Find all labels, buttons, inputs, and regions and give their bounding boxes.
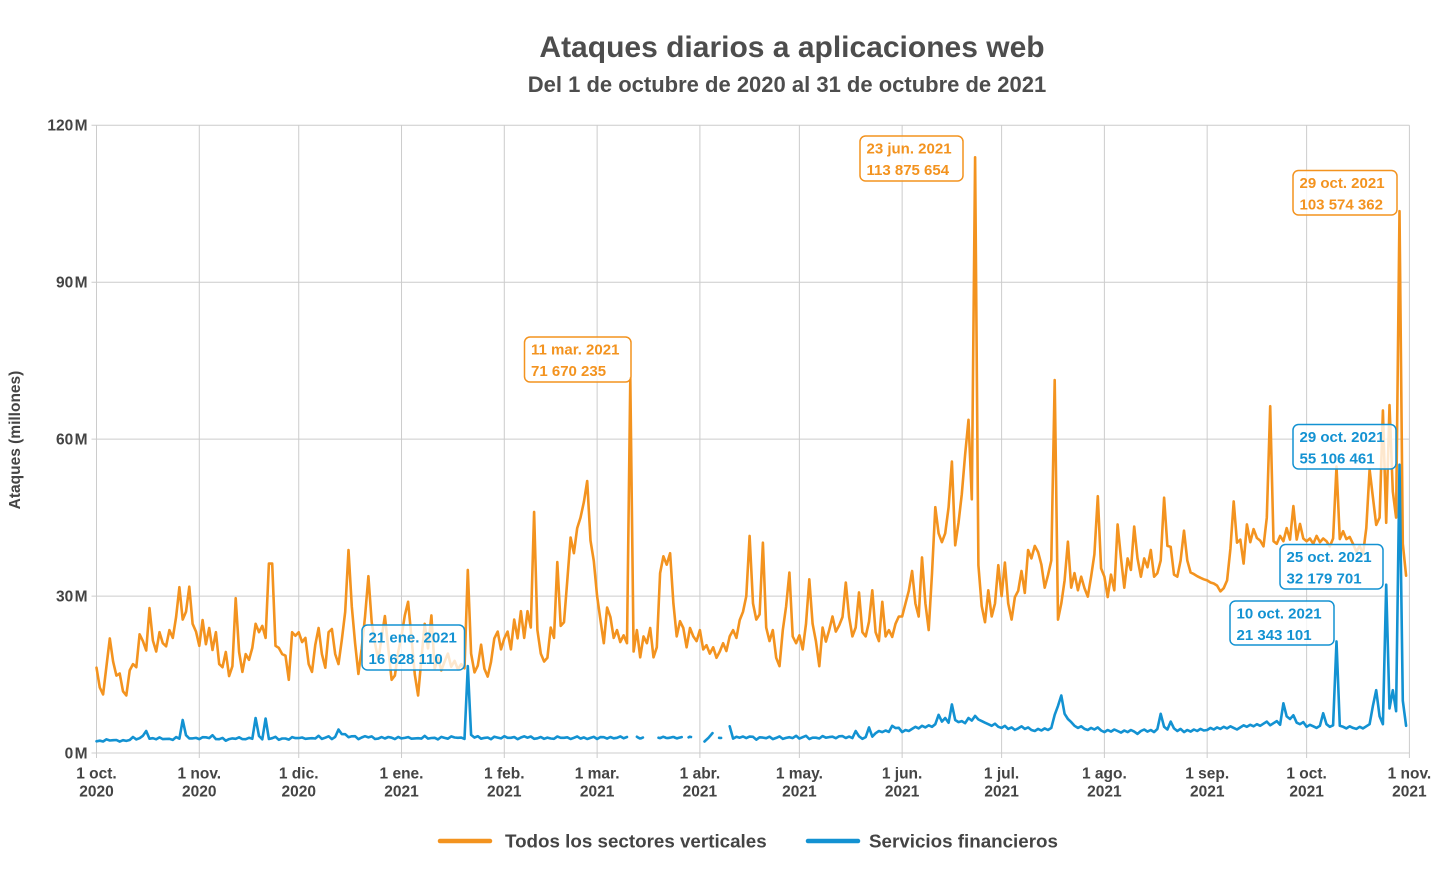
svg-text:2021: 2021 xyxy=(683,784,718,801)
svg-text:21 ene. 2021: 21 ene. 2021 xyxy=(369,630,457,647)
svg-text:2020: 2020 xyxy=(79,784,113,801)
svg-text:1 sep.: 1 sep. xyxy=(1185,766,1229,783)
svg-text:55 106 461: 55 106 461 xyxy=(1300,451,1375,468)
svg-text:Ataques (millones): Ataques (millones) xyxy=(7,371,24,510)
svg-text:16 628 110: 16 628 110 xyxy=(369,651,443,668)
svg-text:29 oct. 2021: 29 oct. 2021 xyxy=(1300,429,1385,446)
svg-text:2021: 2021 xyxy=(984,784,1019,801)
svg-text:71 670 235: 71 670 235 xyxy=(531,363,606,380)
svg-text:30 M: 30 M xyxy=(56,588,87,605)
svg-text:2021: 2021 xyxy=(885,784,920,801)
svg-text:1 abr.: 1 abr. xyxy=(680,766,721,783)
svg-text:1 jun.: 1 jun. xyxy=(882,766,922,783)
svg-text:1 nov.: 1 nov. xyxy=(1388,766,1432,783)
svg-text:21 343 101: 21 343 101 xyxy=(1237,627,1312,644)
svg-text:1 nov.: 1 nov. xyxy=(177,766,221,783)
svg-text:1 mar.: 1 mar. xyxy=(575,766,620,783)
svg-text:2020: 2020 xyxy=(281,784,315,801)
svg-text:1 dic.: 1 dic. xyxy=(279,766,319,783)
svg-text:Del 1 de octubre de 2020 al 31: Del 1 de octubre de 2020 al 31 de octubr… xyxy=(528,72,1046,97)
svg-text:2021: 2021 xyxy=(1392,784,1427,801)
svg-text:2021: 2021 xyxy=(384,784,419,801)
svg-text:113 875 654: 113 875 654 xyxy=(867,162,950,179)
svg-text:1 ene.: 1 ene. xyxy=(380,766,424,783)
svg-text:Servicios financieros: Servicios financieros xyxy=(869,831,1058,852)
svg-text:0 M: 0 M xyxy=(65,745,88,762)
svg-text:90 M: 90 M xyxy=(56,275,87,292)
svg-text:25 oct. 2021: 25 oct. 2021 xyxy=(1287,549,1372,566)
svg-text:1 ago.: 1 ago. xyxy=(1082,766,1127,783)
svg-text:2021: 2021 xyxy=(1289,784,1324,801)
svg-text:10 oct. 2021: 10 oct. 2021 xyxy=(1237,606,1322,623)
svg-text:60 M: 60 M xyxy=(56,431,87,448)
svg-text:23 jun. 2021: 23 jun. 2021 xyxy=(867,141,952,158)
svg-text:2021: 2021 xyxy=(580,784,615,801)
svg-text:2021: 2021 xyxy=(782,784,817,801)
svg-text:Todos los sectores verticales: Todos los sectores verticales xyxy=(505,831,767,852)
svg-text:2021: 2021 xyxy=(1087,784,1122,801)
svg-text:29 oct. 2021: 29 oct. 2021 xyxy=(1300,175,1385,192)
svg-text:11 mar. 2021: 11 mar. 2021 xyxy=(531,342,619,359)
svg-text:1 feb.: 1 feb. xyxy=(484,766,524,783)
svg-text:103 574 362: 103 574 362 xyxy=(1300,197,1383,214)
svg-text:2021: 2021 xyxy=(487,784,522,801)
svg-text:1 oct.: 1 oct. xyxy=(1286,766,1326,783)
svg-text:120 M: 120 M xyxy=(47,118,87,135)
svg-text:Ataques diarios a aplicaciones: Ataques diarios a aplicaciones web xyxy=(539,31,1044,64)
svg-text:1 oct.: 1 oct. xyxy=(76,766,116,783)
svg-text:1 may.: 1 may. xyxy=(776,766,823,783)
svg-text:32 179 701: 32 179 701 xyxy=(1287,571,1362,588)
svg-text:2020: 2020 xyxy=(182,784,216,801)
svg-text:1 jul.: 1 jul. xyxy=(984,766,1019,783)
svg-text:2021: 2021 xyxy=(1190,784,1225,801)
